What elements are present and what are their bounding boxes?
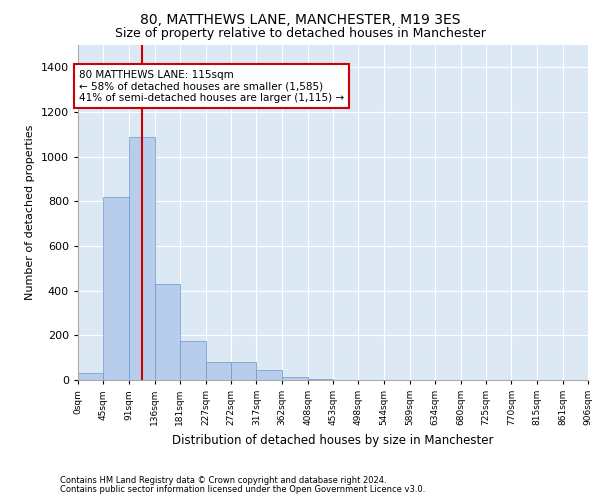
X-axis label: Distribution of detached houses by size in Manchester: Distribution of detached houses by size … [172,434,494,446]
Bar [206,362,231,380]
Bar [129,136,155,380]
Text: 80, MATTHEWS LANE, MANCHESTER, M19 3ES: 80, MATTHEWS LANE, MANCHESTER, M19 3ES [140,12,460,26]
Bar [103,197,129,380]
Bar [308,379,333,380]
Y-axis label: Number of detached properties: Number of detached properties [25,125,35,300]
Text: Contains HM Land Registry data © Crown copyright and database right 2024.: Contains HM Land Registry data © Crown c… [60,476,386,485]
Text: Contains public sector information licensed under the Open Government Licence v3: Contains public sector information licen… [60,485,425,494]
Bar [256,370,282,380]
Bar [231,362,256,380]
Bar [180,341,206,380]
Text: 80 MATTHEWS LANE: 115sqm
← 58% of detached houses are smaller (1,585)
41% of sem: 80 MATTHEWS LANE: 115sqm ← 58% of detach… [79,70,344,103]
Text: Size of property relative to detached houses in Manchester: Size of property relative to detached ho… [115,28,485,40]
Bar [78,374,103,380]
Bar [282,376,308,380]
Bar [155,284,180,380]
